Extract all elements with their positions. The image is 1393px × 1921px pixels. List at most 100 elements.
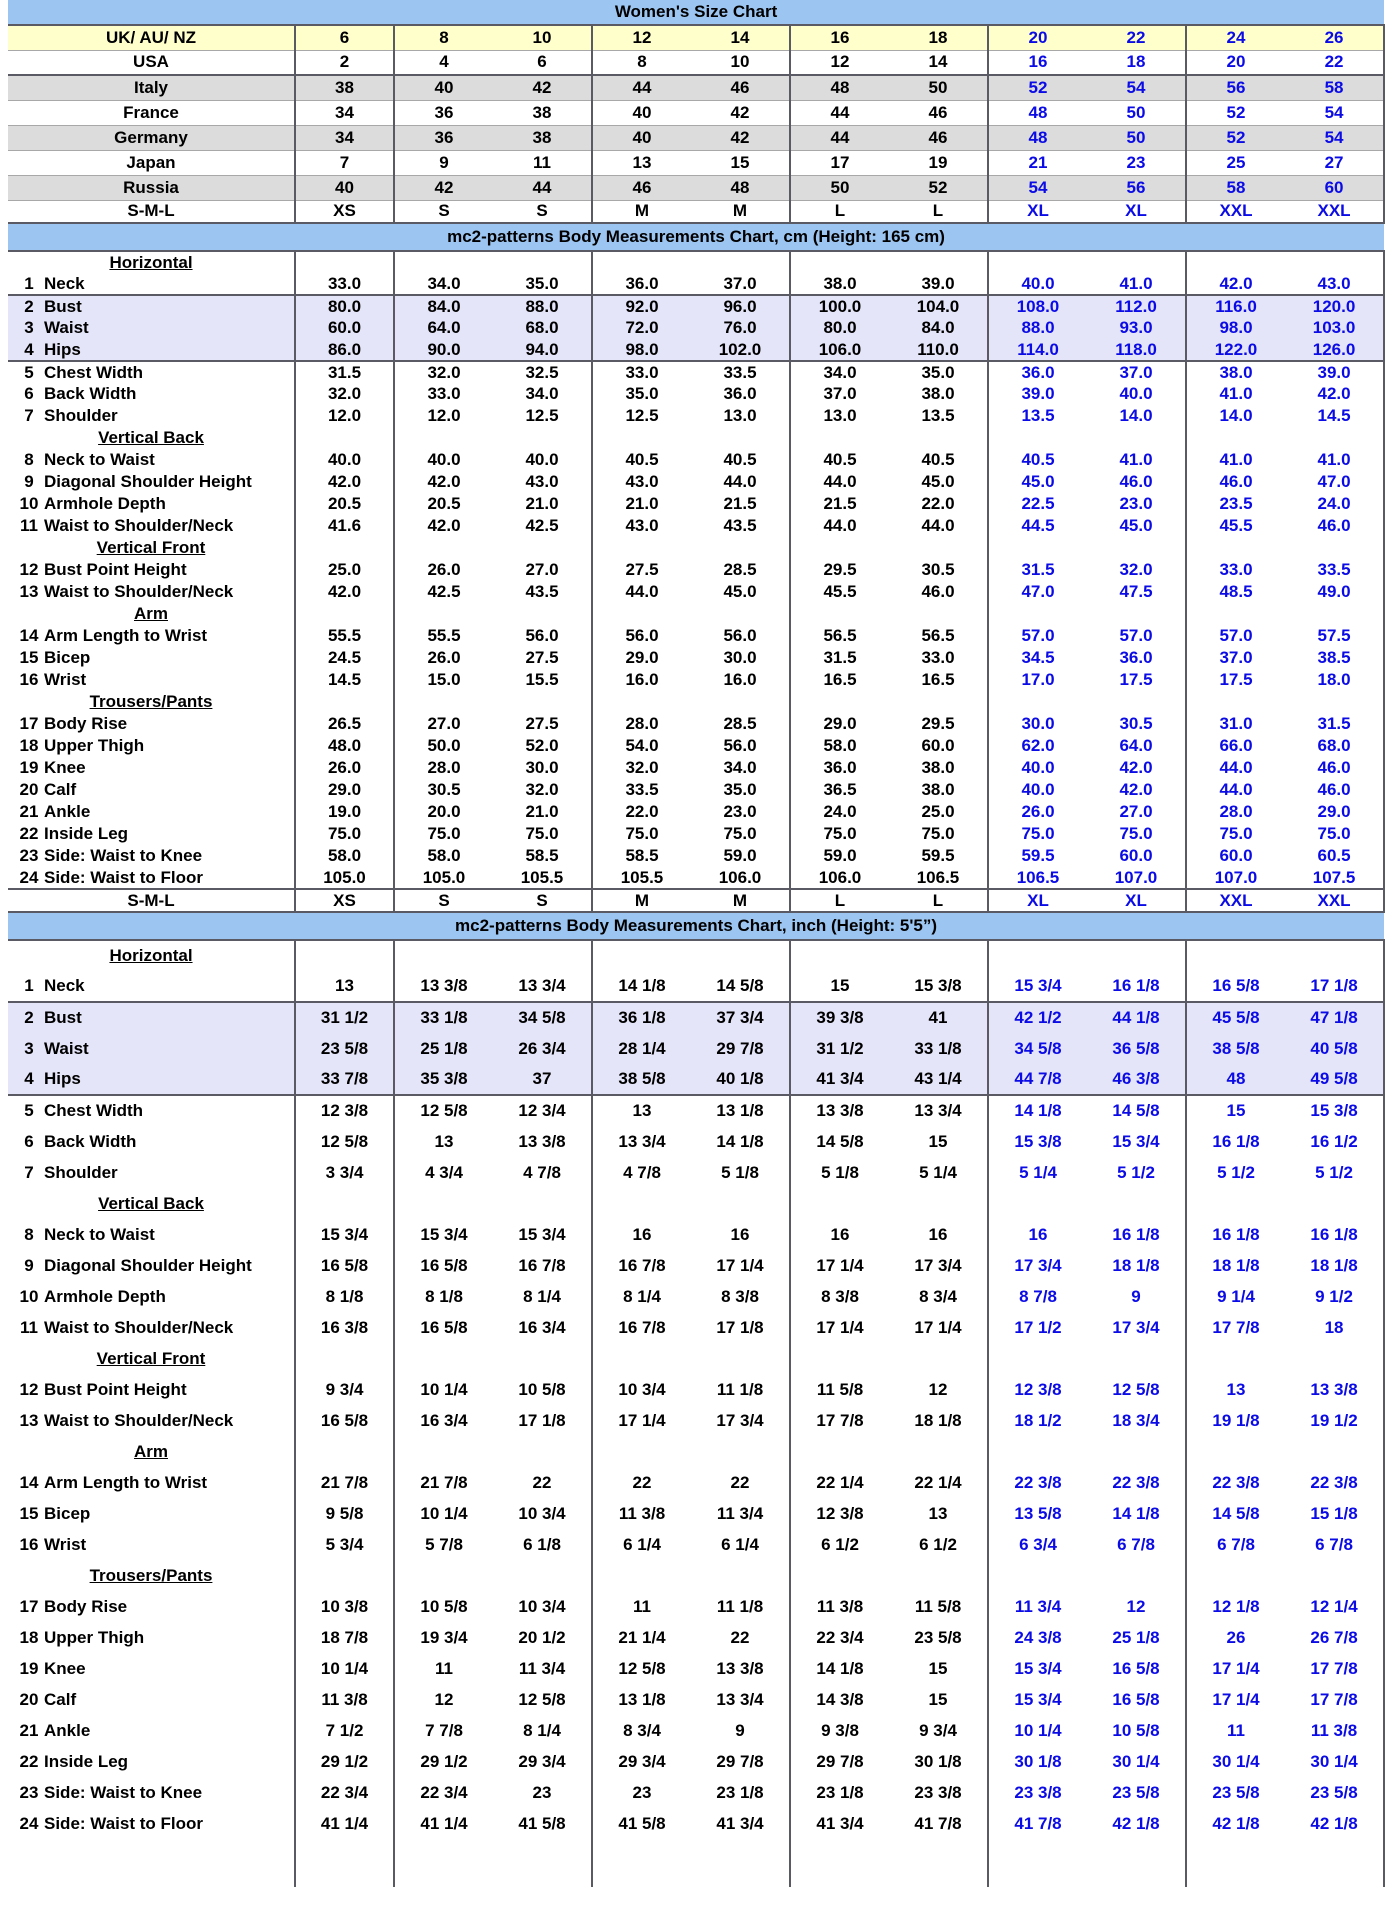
cell-value xyxy=(1285,251,1386,273)
cell-value: 46.0 xyxy=(1285,757,1386,779)
cell-value: 33.0 xyxy=(295,273,395,295)
cell-value: 5 1/2 xyxy=(1087,1157,1187,1188)
cell-value: 22 1/4 xyxy=(889,1467,989,1498)
cell-value: 40 5/8 xyxy=(1285,1033,1386,1064)
cell-value: 16 1/8 xyxy=(1212,1131,1260,1151)
cell-value xyxy=(493,1436,593,1467)
cell-value: 60.0 xyxy=(1219,846,1253,865)
cell-value xyxy=(988,1436,1087,1467)
cell-value: 47 1/8 xyxy=(1285,1001,1386,1033)
cell-value: 28.5 xyxy=(691,713,791,735)
group-heading: Arm xyxy=(133,604,168,623)
row-label: 2 Bust xyxy=(8,1001,296,1033)
cell-value: S xyxy=(493,200,593,224)
group-heading: Horizontal xyxy=(109,946,193,965)
cell-value: 40.0 xyxy=(295,449,395,471)
cell-value: 36.0 xyxy=(691,383,791,405)
row-label xyxy=(8,1839,296,1887)
cell-value: 46 xyxy=(691,75,791,101)
cell-value: 42 1/2 xyxy=(988,1001,1087,1033)
cell-value: 30.0 xyxy=(691,647,791,669)
cell-value: 22.5 xyxy=(1021,494,1055,513)
cell-value: 14.5 xyxy=(295,669,395,691)
cell-value: 5 7/8 xyxy=(425,1534,463,1554)
row-label: S-M-L xyxy=(8,200,296,224)
measurement-group-row: Horizontal xyxy=(8,251,1386,273)
cell-value xyxy=(1186,1560,1285,1591)
cell-value: 49 5/8 xyxy=(1285,1064,1386,1096)
row-label-text: Inside Leg xyxy=(44,824,129,843)
cell-value: 10 5/8 xyxy=(420,1596,468,1616)
cell-value: 23 1/8 xyxy=(816,1782,864,1802)
cell-value: 17.0 xyxy=(1021,670,1055,689)
row-label-text: Italy xyxy=(133,77,169,97)
row-label: 22 Inside Leg xyxy=(8,1746,296,1777)
cell-value: 30.5 xyxy=(1087,713,1187,735)
cell-value: 8 xyxy=(394,25,493,51)
cell-value: 12 5/8 xyxy=(618,1658,666,1678)
cell-value: 21 xyxy=(988,150,1087,176)
row-label-text: Knee xyxy=(44,1658,86,1678)
cell-value: S xyxy=(394,888,493,912)
cell-value xyxy=(1087,940,1187,971)
cell-value: 31 1/2 xyxy=(816,1038,864,1058)
cell-value: 2 xyxy=(295,50,395,76)
row-label-text: Inside Leg xyxy=(44,1751,129,1771)
row-label-text: Bust xyxy=(44,1008,82,1027)
cell-value: 17 1/8 xyxy=(691,1312,791,1343)
group-heading: Horizontal xyxy=(109,252,193,272)
cell-value: 34.0 xyxy=(493,383,593,405)
cell-value: M xyxy=(592,888,691,912)
measurement-row: 12 Bust Point Height 25.0 26.0 27.0 27.5 28.5 2… xyxy=(8,559,1386,581)
cell-value: 14 1/8 xyxy=(816,1658,864,1678)
cell-value: 106.5 xyxy=(889,867,989,889)
row-label: 10 Armhole Depth xyxy=(8,1281,296,1312)
cell-value: 19.0 xyxy=(295,801,395,823)
cell-value: 21.0 xyxy=(493,801,593,823)
cell-value: 13 3/8 xyxy=(1285,1374,1386,1405)
cell-value: 107.0 xyxy=(1214,867,1258,887)
row-label-text: Ankle xyxy=(44,802,91,821)
cell-value: 21 7/8 xyxy=(420,1472,468,1492)
cell-value: 38 5/8 xyxy=(1212,1038,1260,1058)
cell-value: 23 5/8 xyxy=(1212,1782,1260,1802)
measurement-row: 18 Upper Thigh 18 7/8 19 3/4 20 1/2 21 1/4 22 2… xyxy=(8,1622,1386,1653)
cell-value xyxy=(1186,537,1285,559)
cell-value: 5 3/4 xyxy=(295,1529,395,1560)
cell-value: 18 xyxy=(1285,1312,1386,1343)
cell-value: 33.0 xyxy=(625,362,659,382)
cell-value: 42.0 xyxy=(427,472,461,491)
cell-value: 12 xyxy=(1087,1591,1187,1622)
cell-value xyxy=(1186,1436,1285,1467)
cell-value: 75.0 xyxy=(691,823,791,845)
cell-value: 21 1/4 xyxy=(618,1627,666,1647)
cell-value xyxy=(592,251,691,273)
row-number: 24 xyxy=(19,867,39,887)
cell-value xyxy=(1186,940,1285,971)
cell-value: 34 xyxy=(295,100,395,126)
cell-value: 36 1/8 xyxy=(592,1001,691,1033)
cell-value: 16 1/8 xyxy=(1087,1219,1187,1250)
cell-value xyxy=(1186,427,1285,449)
cell-value: 14 xyxy=(889,50,989,76)
measurement-row: 5 Chest Width 31.5 32.0 32.5 33.0 33.5 34.0 35.0… xyxy=(8,361,1386,383)
cell-value: 24.0 xyxy=(823,802,857,821)
cell-value xyxy=(394,603,493,625)
cell-value: 20.0 xyxy=(427,802,461,821)
cell-value xyxy=(493,603,593,625)
row-label: 3 Waist xyxy=(8,1033,296,1064)
cell-value xyxy=(1087,1839,1187,1887)
cell-value: 96.0 xyxy=(691,294,791,317)
measurement-row: 20 Calf 11 3/8 12 12 5/8 13 1/8 13 3/4 14 3/8 15… xyxy=(8,1684,1386,1715)
cell-value: 13 3/4 xyxy=(889,1095,989,1126)
row-number: 16 xyxy=(19,1534,39,1554)
row-number: 11 xyxy=(20,1317,38,1337)
cell-value: 29 1/2 xyxy=(420,1751,468,1771)
cm-section-header: mc2-patterns Body Measurements Chart, cm… xyxy=(8,222,1385,252)
cell-value xyxy=(592,1436,691,1467)
cell-value: 13 xyxy=(592,150,691,176)
cell-value: 27.0 xyxy=(427,714,461,733)
row-number: 7 xyxy=(24,406,34,425)
cell-value: 25 1/8 xyxy=(1087,1622,1187,1653)
cell-value: 40.0 xyxy=(427,450,461,469)
